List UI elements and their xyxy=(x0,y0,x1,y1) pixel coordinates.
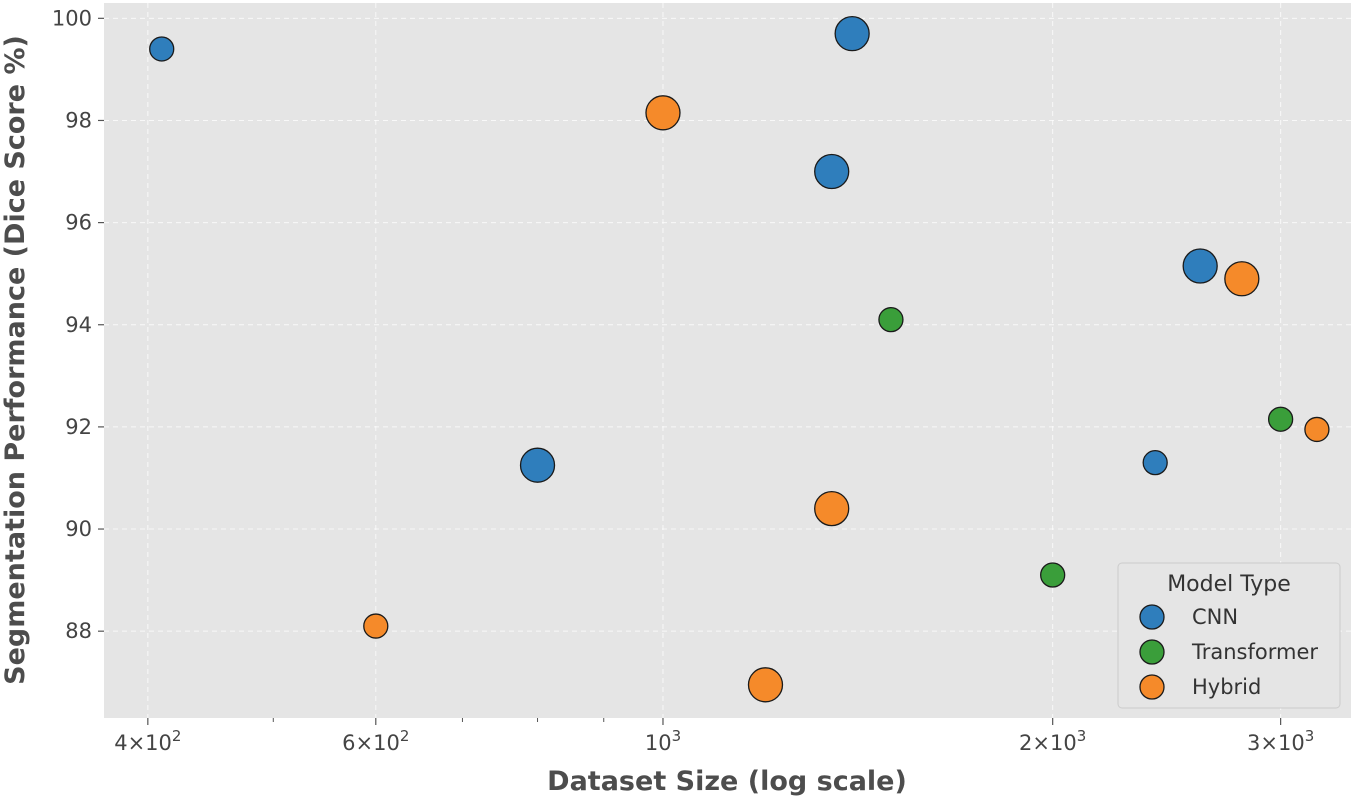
data-point-cnn xyxy=(149,36,175,62)
legend-label-hybrid: Hybrid xyxy=(1192,675,1261,699)
data-point-hybrid xyxy=(814,490,850,527)
legend-marker-transformer xyxy=(1139,639,1165,665)
y-tick-label: 98 xyxy=(65,108,92,132)
data-point-transformer xyxy=(1267,406,1294,432)
legend: Model Type CNN Transformer Hybrid xyxy=(1117,562,1341,709)
data-point-cnn xyxy=(519,447,556,483)
x-tick-label: 3×103 xyxy=(1247,727,1314,755)
legend-label-transformer: Transformer xyxy=(1191,640,1318,664)
data-point-hybrid xyxy=(1224,261,1260,297)
y-tick-label: 90 xyxy=(65,517,92,541)
legend-title: Model Type xyxy=(1167,572,1291,597)
data-point-cnn xyxy=(814,153,850,190)
x-tick-label: 103 xyxy=(645,727,681,755)
legend-items: CNN Transformer Hybrid xyxy=(1139,604,1318,700)
y-tick-label: 96 xyxy=(65,211,92,235)
grid-lines xyxy=(104,3,1351,718)
y-axis-title: Segmentation Performance (Dice Score %) xyxy=(0,35,31,685)
data-point-hybrid xyxy=(747,667,784,703)
x-tick-label: 2×103 xyxy=(1019,727,1086,755)
x-tick-label: 4×102 xyxy=(114,727,181,755)
y-tick-label: 92 xyxy=(65,415,92,439)
y-axis-ticks: 88 90 92 94 96 98 100 xyxy=(52,6,104,643)
data-points xyxy=(149,15,1330,703)
legend-marker-cnn xyxy=(1139,604,1165,630)
y-tick-label: 100 xyxy=(52,6,92,30)
data-point-hybrid xyxy=(645,95,681,131)
x-tick-label: 6×102 xyxy=(342,727,409,755)
data-point-transformer xyxy=(1040,562,1066,588)
data-point-cnn xyxy=(1142,449,1168,476)
x-axis-ticks: 4×102 6×102 103 2×103 3×103 xyxy=(114,718,1314,755)
data-point-hybrid xyxy=(1304,416,1330,443)
data-point-cnn xyxy=(834,15,870,52)
y-tick-label: 94 xyxy=(65,313,92,337)
legend-box xyxy=(1117,562,1341,709)
data-point-transformer xyxy=(878,306,904,333)
data-point-hybrid xyxy=(363,613,389,639)
x-axis-title: Dataset Size (log scale) xyxy=(547,766,907,797)
y-tick-label: 88 xyxy=(65,619,92,643)
legend-marker-hybrid xyxy=(1139,674,1165,700)
legend-label-cnn: CNN xyxy=(1192,605,1238,629)
data-point-cnn xyxy=(1182,248,1218,284)
